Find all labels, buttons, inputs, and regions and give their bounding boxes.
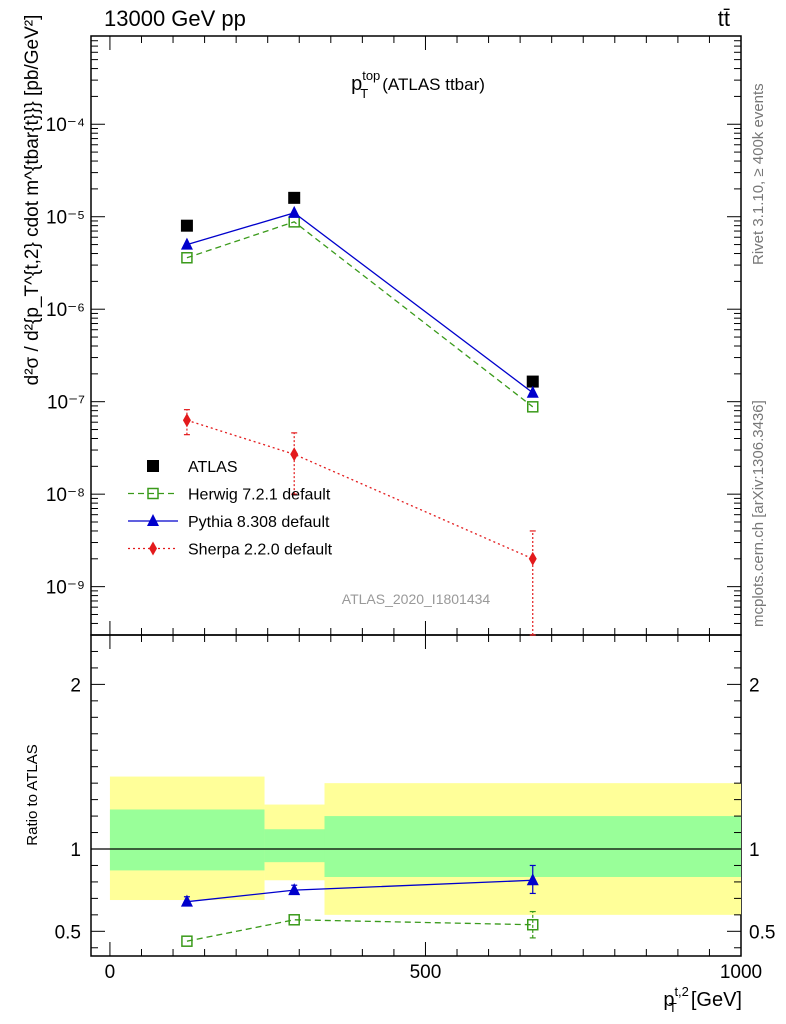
ratio-pythia-point: [180, 894, 193, 907]
ratio-herwig-point: [181, 935, 193, 947]
ratio-herwig-point: [288, 914, 300, 926]
energy-label: 13000 GeV pp: [104, 6, 246, 31]
ratio-herwig-point: [526, 918, 539, 931]
y-tick-label: 10⁻⁹: [46, 578, 85, 599]
analysis-watermark: ATLAS_2020_I1801434: [342, 591, 491, 607]
ratio-y-tick-label: 2: [70, 675, 81, 696]
mcplots-label: mcplots.cern.ch [arXiv:1306.3436]: [750, 400, 767, 627]
herwig-point: [181, 252, 193, 264]
legend-marker: [147, 460, 159, 472]
legend-marker: [147, 487, 159, 500]
pythia-point: [288, 205, 301, 218]
ratio-ylabel: Ratio to ATLAS: [24, 744, 41, 845]
ratio-y-tick-label-right: 1: [749, 840, 760, 861]
sherpa-line: [186, 419, 534, 560]
green-band-1: [264, 829, 325, 863]
ratio-pythia-point: [288, 883, 301, 896]
sherpa-point: [182, 413, 191, 428]
pythia-point: [526, 385, 539, 398]
legend-label: Sherpa 2.2.0 default: [188, 542, 333, 559]
atlas-point: [180, 219, 193, 232]
legend-label: Herwig 7.2.1 default: [188, 487, 331, 504]
legend: ATLAS Herwig 7.2.1 default Pythia 8.308 de…: [128, 459, 333, 559]
ratio-y-tick-label: 1: [70, 840, 81, 861]
sherpa-point: [528, 551, 537, 566]
ratio-y-tick-label-right: 0.5: [749, 922, 775, 943]
ratio-herwig-line: [186, 919, 533, 942]
legend-label: Pythia 8.308 default: [188, 514, 330, 531]
process-label: tt̄: [718, 6, 730, 31]
green-band-0: [109, 809, 265, 871]
y-tick-label: 10⁻⁷: [47, 393, 85, 414]
ratio-pythia-point: [526, 873, 539, 886]
legend-marker: [147, 514, 159, 526]
x-tick-label: 500: [410, 962, 442, 983]
main-title: ptop T (ATLAS ttbar): [351, 68, 485, 101]
y-tick-label: 10⁻⁸: [46, 485, 85, 506]
y-tick-label: 10⁻⁵: [46, 208, 85, 229]
x-axis-label: pt,2 T [GeV]: [663, 984, 742, 1015]
x-tick-label: 0: [105, 962, 116, 983]
y-tick-label: 10⁻⁶: [46, 300, 85, 321]
ratio-y-tick-label-right: 2: [749, 675, 760, 696]
legend-marker: [149, 541, 157, 556]
x-tick-label: 1000: [720, 962, 762, 983]
herwig-point: [526, 401, 539, 413]
rivet-label: Rivet 3.1.10, ≥ 400k events: [750, 83, 767, 265]
atlas-point: [526, 375, 539, 388]
herwig-line: [186, 221, 534, 408]
sherpa-point: [290, 447, 299, 462]
ratio-y-tick-label: 0.5: [55, 922, 81, 943]
legend-label: ATLAS: [188, 459, 238, 476]
atlas-point: [288, 191, 301, 204]
y-tick-label: 10⁻⁴: [46, 115, 85, 136]
pythia-point: [180, 237, 193, 250]
main-ylabel: d²σ / d²{p_T^{t,2} cdot m^{tbar{t}}} [pb…: [22, 15, 43, 386]
